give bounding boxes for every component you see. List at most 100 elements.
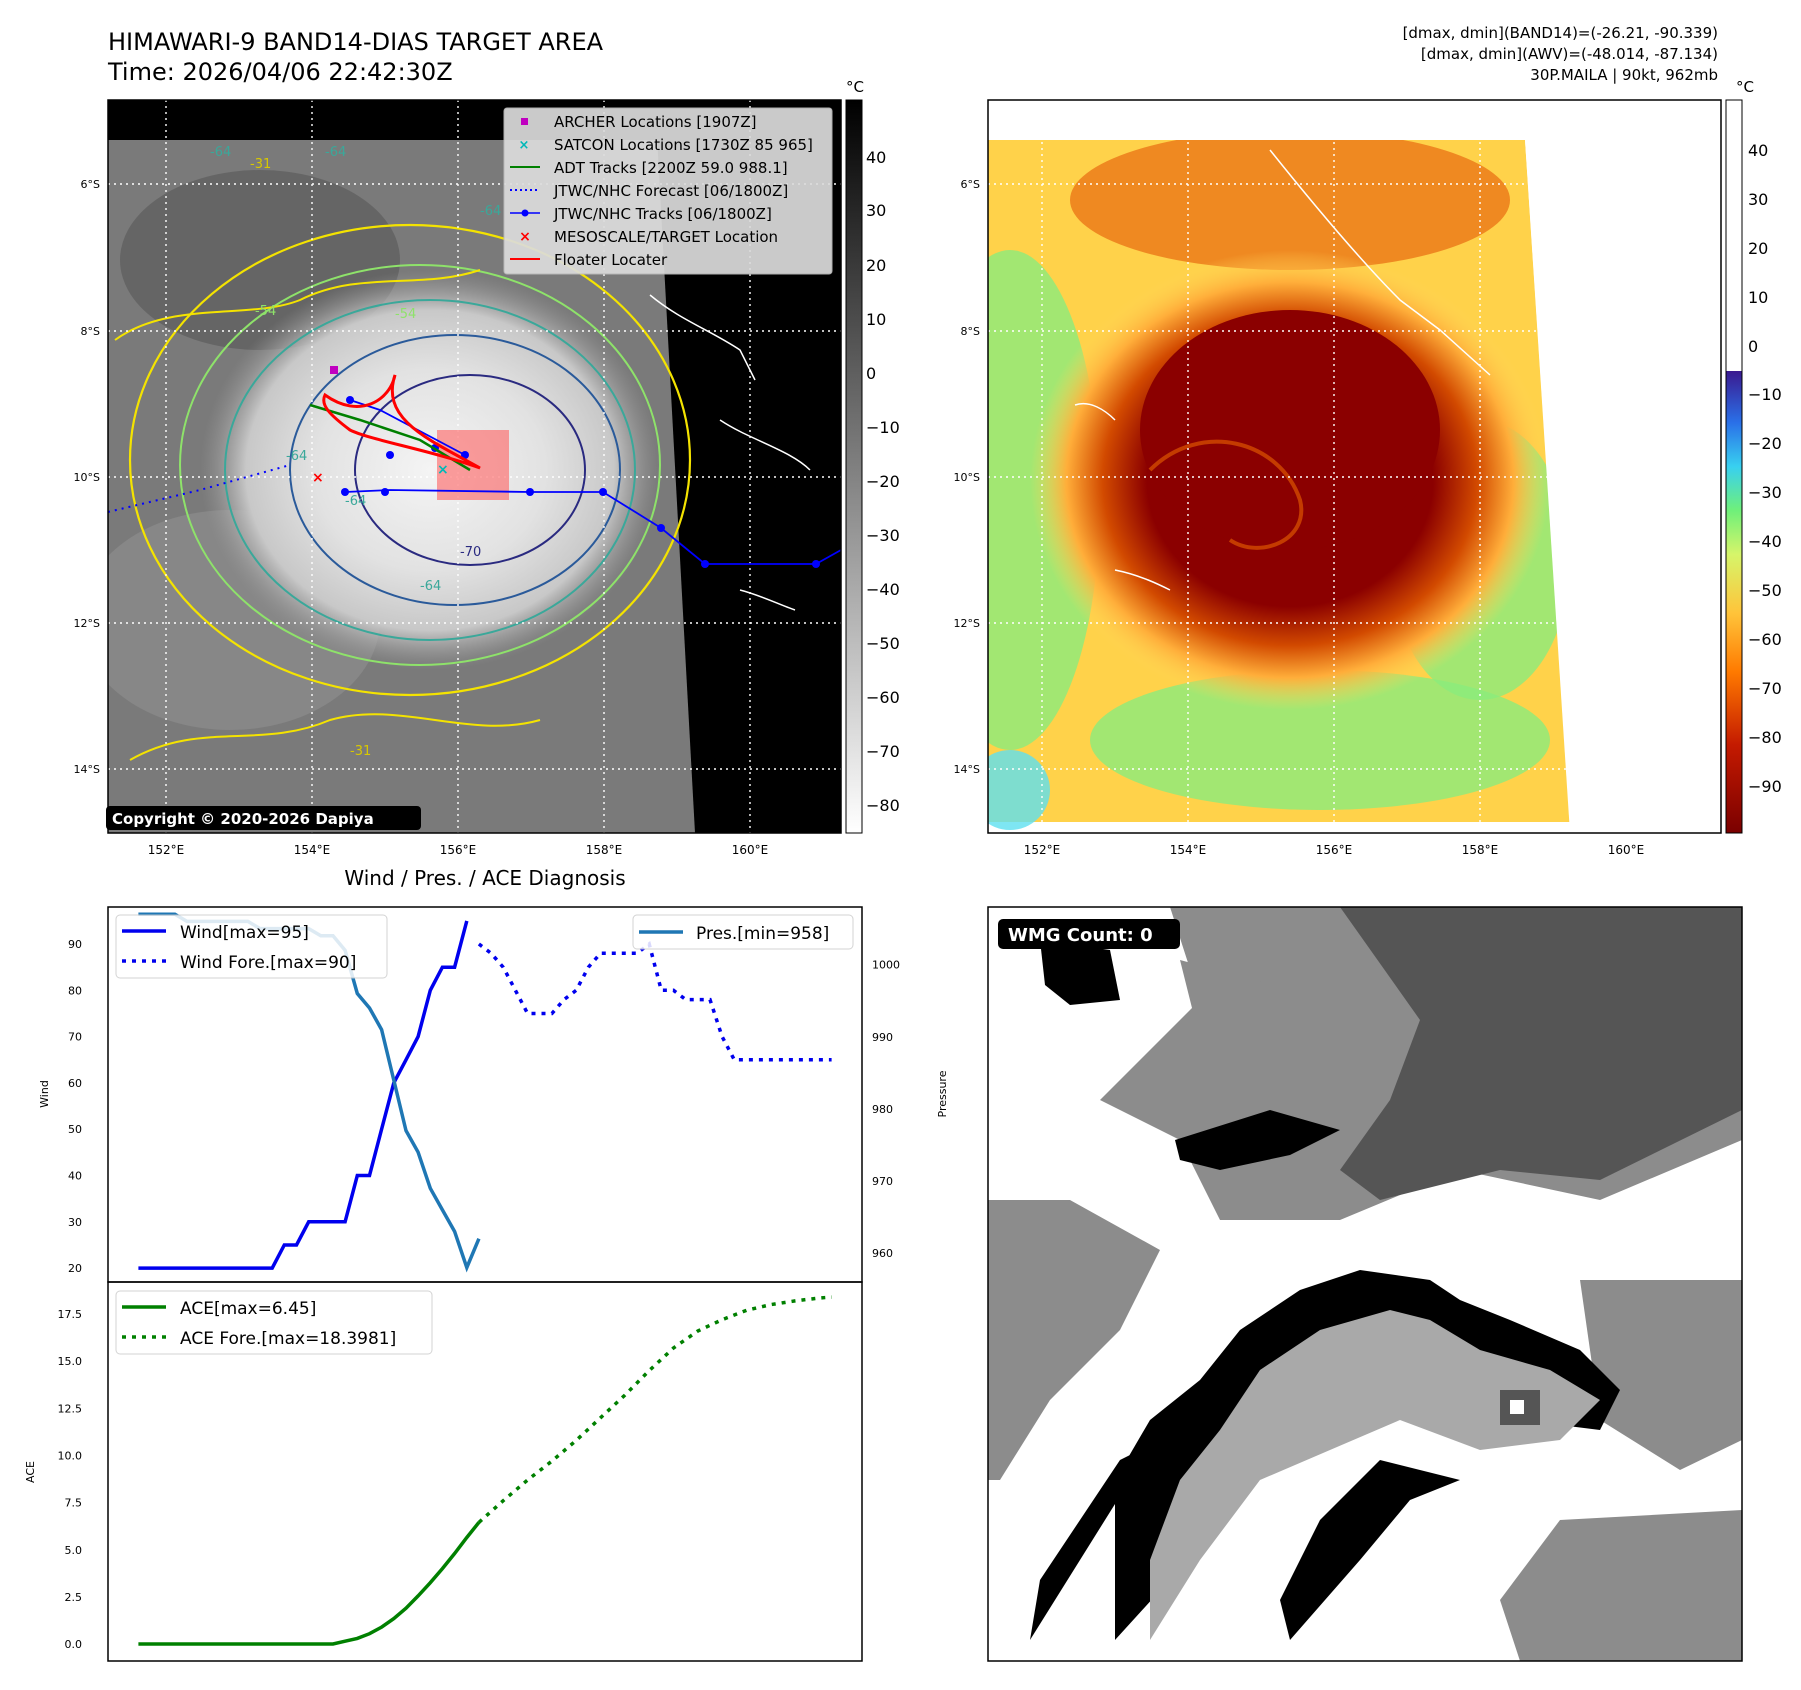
legend-pres-label: Pres.[min=958] [696, 924, 829, 944]
mesoscale-target-marker: × [312, 470, 324, 486]
legend-mesoscale-x: × [519, 229, 531, 245]
svg-text:−80: −80 [1748, 728, 1782, 747]
diagnosis-title: Wind / Pres. / ACE Diagnosis [344, 866, 625, 890]
legend-label: JTWC/NHC Forecast [06/1800Z] [553, 182, 788, 200]
svg-text:-64: -64 [286, 449, 307, 464]
satcon-marker: × [437, 462, 449, 478]
svg-text:158°E: 158°E [586, 843, 623, 857]
archer-location [330, 366, 338, 374]
wmg-region-gray [1580, 1280, 1742, 1470]
svg-text:−80: −80 [866, 796, 900, 815]
ir-colorbar-unit: °C [846, 78, 864, 96]
awv-nodata-top [988, 100, 1721, 140]
svg-text:30: 30 [1748, 190, 1768, 209]
awv-moist-band [1070, 130, 1510, 270]
svg-text:14°S: 14°S [74, 763, 100, 776]
ir-colorbar-ticks: 40 30 20 10 0 −10 −20 −30 −40 −50 −60 −70 −80 [866, 148, 900, 815]
ir-nodata-east [655, 100, 841, 833]
wmg-region-light [1150, 1310, 1600, 1640]
svg-text:158°E: 158°E [1462, 843, 1499, 857]
svg-text:−10: −10 [1748, 385, 1782, 404]
adt-track [309, 403, 471, 472]
awv-gridlines [988, 100, 1721, 833]
pressure-axis-label: Pressure [936, 1070, 949, 1117]
svg-text:−50: −50 [866, 634, 900, 653]
legend-ace-fore-label: ACE Fore.[max=18.3981] [180, 1329, 396, 1349]
awv-colorbar [1725, 99, 1743, 834]
svg-text:12°S: 12°S [954, 617, 980, 630]
coastline [1114, 569, 1171, 591]
wind-axis-label: Wind [38, 1080, 51, 1108]
wmg-region-eye [1510, 1400, 1524, 1414]
coastline [739, 589, 796, 611]
svg-text:0: 0 [1748, 337, 1758, 356]
ace-tick: 7.5 [65, 1497, 83, 1510]
svg-text:10°S: 10°S [954, 471, 980, 484]
svg-text:-70: -70 [460, 545, 481, 560]
awv-lon-labels: 152°E 154°E 156°E 158°E 160°E [1024, 843, 1645, 857]
svg-text:−70: −70 [866, 742, 900, 761]
svg-text:−20: −20 [1748, 434, 1782, 453]
svg-text:6°S: 6°S [81, 178, 100, 191]
wind-tick: 90 [68, 938, 82, 951]
svg-text:6°S: 6°S [961, 178, 980, 191]
pressure-tick: 990 [872, 1031, 893, 1044]
legend-label: ARCHER Locations [1907Z] [554, 113, 757, 131]
svg-text:10: 10 [1748, 288, 1768, 307]
wind-tick: 60 [68, 1077, 82, 1090]
contour-labels: -64 -64 -31 -54 -64 -54 -64 -64 -70 -64 … [210, 145, 501, 759]
ace-axes [107, 1281, 863, 1662]
ace-tick: 2.5 [65, 1591, 83, 1604]
ir-lon-labels: 152°E 154°E 156°E 158°E 160°E [148, 843, 769, 857]
legend-wind-fore-label: Wind Fore.[max=90] [180, 953, 356, 973]
legend-archer-square [521, 118, 528, 125]
svg-text:160°E: 160°E [732, 843, 769, 857]
svg-text:-64: -64 [210, 145, 231, 160]
wind-legend: Wind[max=95] Wind Fore.[max=90] [115, 914, 388, 979]
svg-text:−40: −40 [1748, 532, 1782, 551]
svg-text:154°E: 154°E [1170, 843, 1207, 857]
svg-text:14°S: 14°S [954, 763, 980, 776]
awv-dry-band [1090, 670, 1550, 810]
wmg-region-dark [1340, 907, 1742, 1200]
storm-info: 30P.MAILA | 90kt, 962mb [1530, 66, 1718, 84]
svg-text:10: 10 [866, 310, 886, 329]
ir-colorbar [845, 99, 863, 834]
ace-tick: 10.0 [58, 1450, 83, 1463]
legend-label: Floater Locater [554, 251, 668, 269]
svg-text:156°E: 156°E [1316, 843, 1353, 857]
ir-storm-cloud [200, 270, 660, 670]
diagnosis-panel: Wind / Pres. / ACE Diagnosis 90 80 70 60 50 4… [24, 866, 949, 1662]
svg-text:154°E: 154°E [294, 843, 331, 857]
svg-text:-54: -54 [255, 304, 276, 319]
awv-range: [dmax, dmin](AWV)=(-48.014, -87.134) [1421, 45, 1718, 63]
awv-map-panel: 6°S 8°S 10°S 12°S 14°S 152°E 154°E 156°E 158… [954, 78, 1782, 857]
contour-54 [179, 264, 661, 666]
svg-text:-54: -54 [395, 307, 416, 322]
awv-lat-labels: 6°S 8°S 10°S 12°S 14°S [954, 178, 980, 776]
legend-ace-label: ACE[max=6.45] [180, 1299, 316, 1319]
svg-text:20: 20 [1748, 239, 1768, 258]
floater-locater [322, 374, 481, 470]
wind-tick: 20 [68, 1262, 82, 1275]
svg-text:−30: −30 [866, 526, 900, 545]
ace-tick: 15.0 [58, 1355, 83, 1368]
svg-text:−60: −60 [866, 688, 900, 707]
awv-map-frame [987, 99, 1722, 834]
svg-text:-31: -31 [350, 744, 371, 759]
svg-text:10°S: 10°S [74, 471, 100, 484]
wmg-region-black [1040, 940, 1120, 1005]
ace-tick-labels: 17.5 15.0 12.5 10.0 7.5 5.0 2.5 0.0 [58, 1308, 83, 1651]
band14-range: [dmax, dmin](BAND14)=(-26.21, -90.339) [1403, 24, 1718, 42]
contour-31 [128, 223, 692, 697]
ace-forecast-line [477, 1295, 832, 1524]
wmg-frame [987, 906, 1743, 1662]
svg-text:-64: -64 [345, 494, 366, 509]
contour-64 [224, 299, 636, 641]
pressure-tick: 1000 [872, 959, 900, 972]
svg-text:-64: -64 [480, 204, 501, 219]
pressure-tick: 970 [872, 1175, 893, 1188]
legend-label: ADT Tracks [2200Z 59.0 988.1] [554, 159, 788, 177]
pressure-tick: 980 [872, 1103, 893, 1116]
copyright-text: Copyright © 2020-2026 Dapiya [112, 810, 374, 828]
